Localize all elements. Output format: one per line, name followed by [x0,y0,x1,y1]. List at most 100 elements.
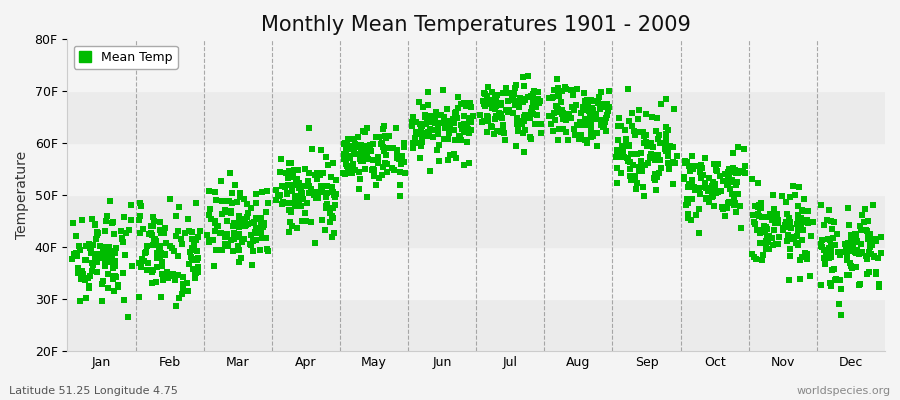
Point [72,243,86,249]
Point [116,239,130,246]
Point [578,98,592,104]
Point [82,241,96,248]
Point [765,211,779,217]
Point [506,97,520,104]
Point [202,237,217,243]
Point [482,100,497,107]
Point [328,177,343,183]
Point [659,96,673,102]
Point [720,181,734,188]
Point [679,202,693,208]
Point [155,271,169,278]
Point [366,166,381,173]
Point [630,180,644,187]
Point [702,198,716,205]
Point [644,155,658,162]
Point [746,212,760,218]
Point [838,249,852,256]
Point [681,214,696,221]
Point [245,220,259,226]
Point [706,183,720,189]
Point [284,174,298,180]
Point [247,238,261,244]
Point [596,101,610,108]
Point [584,117,598,124]
Point [647,170,662,177]
Point [298,210,312,217]
Point [422,131,436,137]
Point [765,234,779,241]
Point [415,130,429,136]
Point [711,188,725,195]
Point [244,242,258,248]
Point [446,127,461,134]
Point [90,268,104,275]
Point [651,152,665,158]
Point [842,248,856,254]
Point [78,243,93,249]
Point [750,226,764,233]
Point [210,223,224,230]
Point [208,188,222,195]
Point [337,151,351,157]
Point [587,98,601,105]
Point [578,116,592,122]
Point [426,127,440,134]
Point [116,270,130,276]
Text: Latitude 51.25 Longitude 4.75: Latitude 51.25 Longitude 4.75 [9,386,178,396]
Point [338,140,353,146]
Point [220,231,234,237]
Point [82,283,96,290]
Point [413,121,428,128]
Point [493,101,508,107]
Point [254,215,268,221]
Point [685,153,699,160]
Point [752,212,767,219]
Point [361,156,375,162]
Point [68,250,83,256]
Point [761,238,776,245]
Point [768,220,782,226]
Point [159,269,174,276]
Point [449,111,464,117]
Point [822,255,836,261]
Point [208,220,222,226]
Point [853,227,868,233]
Point [287,167,302,174]
Point [824,218,838,224]
Point [831,248,845,255]
Point [517,74,531,80]
Point [531,96,545,102]
Point [481,118,495,124]
Point [510,115,525,122]
Point [483,97,498,103]
Point [171,272,185,278]
Point [70,251,85,258]
Point [448,110,463,116]
Point [282,207,296,213]
Point [256,235,271,241]
Point [118,252,132,258]
Point [778,219,793,225]
Point [508,102,522,108]
Point [324,174,338,180]
Point [111,284,125,290]
Point [662,143,677,149]
Point [848,232,862,238]
Point [814,241,828,248]
Point [357,166,372,172]
Point [437,114,452,120]
Point [602,88,616,94]
Point [166,272,181,279]
Point [724,200,739,206]
Point [410,129,424,135]
Point [94,298,109,304]
Point [411,99,426,105]
Point [793,276,807,282]
Point [753,205,768,212]
Point [302,124,317,131]
Point [319,194,333,200]
Point [356,153,370,159]
Bar [68,247,885,299]
Point [100,259,114,265]
